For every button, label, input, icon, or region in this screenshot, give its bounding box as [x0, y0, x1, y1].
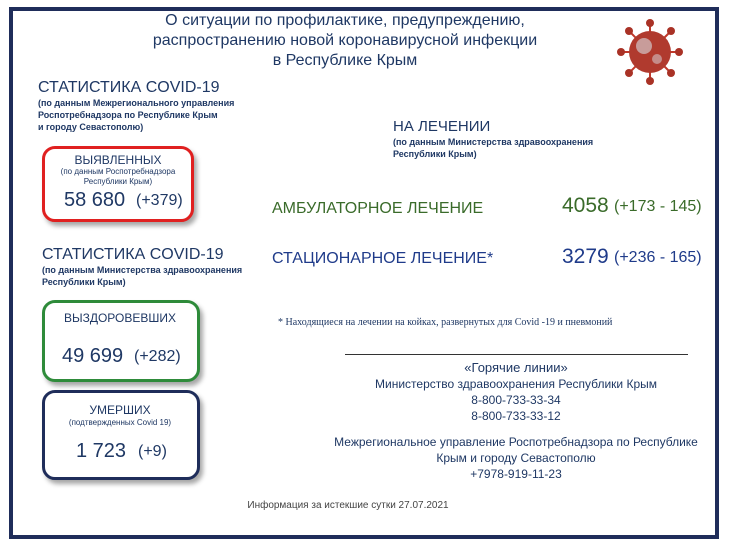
card-note: Республики Крым) — [83, 177, 153, 186]
row-label: АМБУЛАТОРНОЕ ЛЕЧЕНИЕ — [272, 200, 484, 217]
card-label: ВЫЗДОРОВЕВШИХ — [63, 311, 177, 325]
card-detected — [42, 146, 194, 222]
hotline: 8-800-733-33-34 — [471, 393, 561, 407]
hotline: 8-800-733-33-12 — [471, 409, 561, 423]
source: Республики Крым) — [42, 277, 126, 287]
frame — [9, 7, 719, 539]
source: (по данным Министерства здравоохранения — [42, 265, 243, 275]
card-label: УМЕРШИХ — [89, 403, 151, 417]
card-change: (+379) — [136, 192, 183, 209]
hotline: Министерство здравоохранения Республики … — [375, 377, 657, 391]
title: О ситуации по профилактике, предупрежден… — [165, 12, 525, 29]
source: Роспотребнадзора по Республике Крым — [38, 110, 218, 120]
footnote: * Находящиеся на лечении на койках, разв… — [278, 317, 613, 328]
hotline: Крым и городу Севастополю — [436, 451, 596, 465]
source: и городу Севастополю) — [38, 122, 144, 132]
source: (по данным Межрегионального управления — [38, 98, 235, 108]
card-deaths — [42, 390, 200, 480]
section-title: СТАТИСТИКА COVID-19 — [42, 246, 224, 263]
title: распространению новой коронавирусной инф… — [152, 32, 538, 49]
virus-icon — [617, 19, 683, 85]
card-value: 1 723 — [76, 440, 127, 462]
section-title: СТАТИСТИКА COVID-19 — [38, 79, 220, 96]
section-title: НА ЛЕЧЕНИИ — [393, 118, 491, 135]
row-change: (+236 - 165) — [614, 249, 702, 266]
card-value: 58 680 — [64, 189, 126, 211]
row-change: (+173 - 145) — [614, 198, 702, 215]
title: в Республике Крым — [272, 52, 418, 69]
card-note: (по данным Роспотребнадзора — [60, 167, 176, 176]
card-change: (+9) — [138, 443, 167, 460]
source: Республики Крым) — [393, 149, 477, 159]
hotline: Межрегиональное управление Роспотребнадз… — [334, 435, 698, 449]
card-value: 49 699 — [62, 345, 124, 367]
divider — [345, 354, 688, 355]
hotlines-title: «Горячие линии» — [464, 360, 568, 375]
card-label: ВЫЯВЛЕННЫХ — [74, 153, 162, 167]
hotline: +7978-919-11-23 — [470, 467, 562, 481]
card-note: (подтвержденных Covid 19) — [68, 418, 172, 427]
source: (по данным Министерства здравоохранения — [393, 137, 594, 147]
row-value: 4058 — [562, 194, 609, 217]
row-label: СТАЦИОНАРНОЕ ЛЕЧЕНИЕ* — [272, 250, 494, 267]
footer: Информация за истекшие сутки 27.07.2021 — [247, 500, 449, 511]
card-change: (+282) — [134, 348, 181, 365]
row-value: 3279 — [562, 245, 609, 268]
card-recovered — [42, 300, 200, 382]
